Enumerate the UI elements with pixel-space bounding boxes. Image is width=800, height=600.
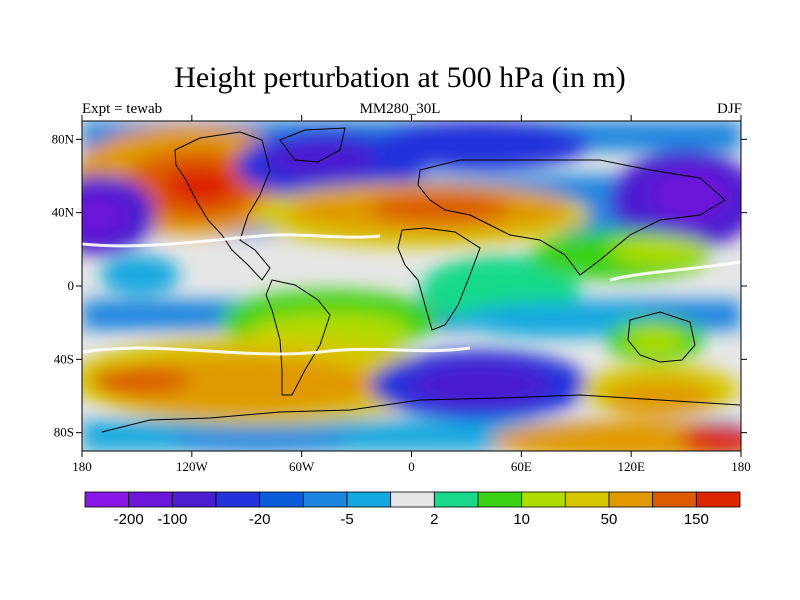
lon-tick-label: 120E bbox=[617, 459, 645, 474]
colorbar-label: -20 bbox=[249, 511, 271, 528]
season-label: DJF bbox=[716, 101, 742, 117]
colorbar-label: 10 bbox=[513, 511, 530, 528]
colorbar-label: -5 bbox=[340, 511, 353, 528]
lat-tick-label: 80N bbox=[52, 131, 75, 146]
colorbar-swatch bbox=[695, 491, 741, 508]
lon-tick-label: 180 bbox=[72, 459, 92, 474]
colorbar-swatch bbox=[84, 491, 130, 508]
colorbar-swatch bbox=[171, 491, 217, 508]
colorbar-swatch bbox=[128, 491, 173, 508]
colorbar-label: 150 bbox=[684, 511, 709, 528]
axis-ticks: 180 120W 60W 0 60E 120E 180 80N 40N 0 40S 80S bbox=[52, 115, 751, 474]
plot-title: Height perturbation at 500 hPa (in m) bbox=[174, 61, 626, 94]
colorbar-swatch bbox=[346, 491, 392, 508]
colorbar-swatch bbox=[433, 491, 479, 508]
colorbar-swatch bbox=[608, 491, 654, 508]
coastlines bbox=[101, 127, 741, 433]
colorbar-swatch bbox=[652, 491, 697, 508]
lon-tick-label: 60E bbox=[511, 459, 532, 474]
colorbar-label: 2 bbox=[430, 511, 438, 528]
lon-tick-label: 120W bbox=[176, 459, 209, 474]
colorbar-label: -100 bbox=[157, 511, 187, 528]
colorbar-swatch bbox=[521, 491, 566, 508]
colorbar-swatch bbox=[564, 491, 610, 508]
colorbar-swatch bbox=[259, 491, 304, 508]
colorbar-swatch bbox=[390, 491, 435, 508]
lat-tick-label: 80S bbox=[54, 425, 74, 440]
colorbar-swatch bbox=[215, 491, 261, 508]
lon-tick-label: 180 bbox=[731, 459, 751, 474]
colorbar: -200 -100 -20 -5 2 10 50 150 bbox=[84, 491, 741, 528]
model-label: MM280_30L bbox=[359, 101, 441, 117]
colorbar-swatch bbox=[302, 491, 348, 508]
lat-tick-label: 40N bbox=[52, 205, 75, 220]
lon-tick-label: 0 bbox=[408, 459, 415, 474]
lat-tick-label: 0 bbox=[68, 278, 75, 293]
colorbar-swatch bbox=[477, 491, 523, 508]
lon-tick-label: 60W bbox=[289, 459, 315, 474]
experiment-label: Expt = tewab bbox=[82, 101, 163, 117]
colorbar-label: -200 bbox=[114, 511, 144, 528]
contour-field bbox=[82, 121, 741, 451]
lat-tick-label: 40S bbox=[54, 351, 74, 366]
colorbar-label: 50 bbox=[601, 511, 618, 528]
